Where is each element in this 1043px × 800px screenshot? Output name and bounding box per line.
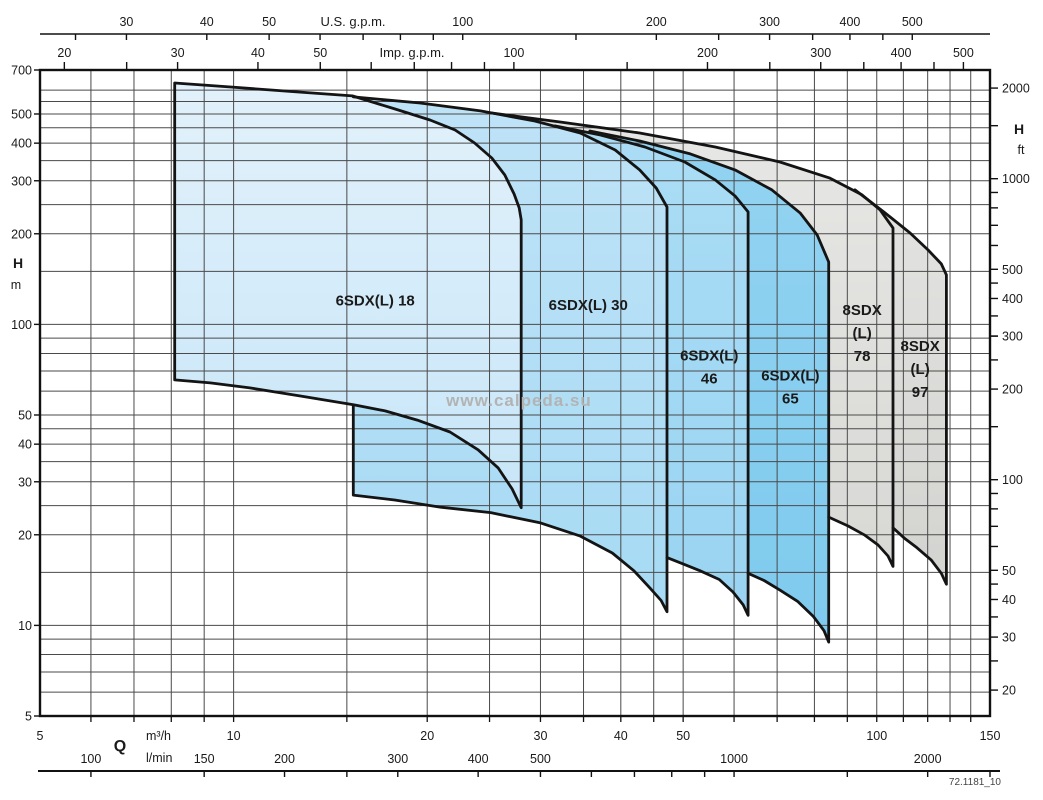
us-gpm-tick-label: 400 — [840, 15, 861, 29]
imp-gpm-tick-label: 100 — [503, 46, 524, 60]
pump-envelope-label-30: 6SDX(L) 30 — [549, 297, 628, 314]
us-gpm-tick-label: 30 — [119, 15, 133, 29]
h-ft-tick-label: 20 — [1002, 684, 1016, 698]
lmin-unit-label: l/min — [146, 751, 172, 765]
lmin-tick-label: 400 — [468, 752, 489, 766]
pump-envelope-label-78: 8SDX — [843, 302, 882, 319]
drawing-code: 72.1181_10 — [948, 777, 1001, 788]
h-ft-unit-label: ft — [1018, 143, 1025, 157]
h-m-tick-label: 40 — [18, 438, 32, 452]
pump-envelope-46-outline — [553, 124, 750, 617]
pump-envelope-label-78: (L) — [853, 325, 872, 342]
h-ft-tick-label: 200 — [1002, 383, 1023, 397]
lmin-tick-label: 200 — [274, 752, 295, 766]
pump-envelope-label-78: 78 — [854, 348, 871, 365]
imp-gpm-tick-label: 200 — [697, 46, 718, 60]
imp-gpm-tick-label: 40 — [251, 46, 265, 60]
h-m-tick-label: 700 — [11, 64, 32, 78]
m3h-tick-label: 50 — [676, 729, 690, 743]
pump-envelope-65-outline — [588, 129, 831, 644]
h-ft-tick-label: 40 — [1002, 593, 1016, 607]
h-ft-tick-label: 300 — [1002, 330, 1023, 344]
pump-envelope-label-97: (L) — [911, 361, 930, 378]
pump-envelope-label-18: 6SDX(L) 18 — [336, 293, 415, 310]
pump-envelope-97-region — [855, 189, 947, 585]
m3h-tick-label: 100 — [866, 729, 887, 743]
m3h-tick-label: 150 — [980, 729, 1001, 743]
h-m-tick-label: 5 — [25, 710, 32, 724]
imp-gpm-axis-title: Imp. g.p.m. — [379, 45, 444, 60]
lmin-tick-label: 300 — [387, 752, 408, 766]
h-m-tick-label: 500 — [11, 107, 32, 121]
pump-envelope-30-outline — [351, 95, 669, 614]
h-ft-axis-title: H — [1014, 121, 1024, 137]
h-m-tick-label: 200 — [11, 227, 32, 241]
pump-envelope-label-46: 6SDX(L) — [680, 347, 738, 364]
us-gpm-tick-label: 300 — [759, 15, 780, 29]
pump-envelope-78-outline — [489, 111, 895, 568]
m3h-tick-label: 40 — [614, 729, 628, 743]
m3h-tick-label: 5 — [37, 729, 44, 743]
us-gpm-tick-label: 40 — [200, 15, 214, 29]
imp-gpm-tick-label: 30 — [171, 46, 185, 60]
pump-envelope-97-outline — [853, 188, 948, 586]
h-m-tick-label: 400 — [11, 137, 32, 151]
lmin-tick-label: 2000 — [914, 752, 942, 766]
us-gpm-tick-label: 100 — [452, 15, 473, 29]
pump-envelope-65-region — [589, 131, 829, 643]
pump-envelope-label-46: 46 — [701, 370, 718, 387]
lmin-tick-label: 100 — [80, 752, 101, 766]
us-gpm-tick-label: 200 — [646, 15, 667, 29]
pump-envelope-label-65: 65 — [782, 391, 799, 408]
m3h-tick-label: 10 — [227, 729, 241, 743]
lmin-tick-label: 1000 — [720, 752, 748, 766]
h-m-tick-label: 300 — [11, 174, 32, 188]
m3h-tick-label: 20 — [420, 729, 434, 743]
pump-envelope-label-97: 97 — [912, 384, 929, 401]
m3h-tick-label: 30 — [534, 729, 548, 743]
h-m-tick-label: 30 — [18, 475, 32, 489]
h-ft-tick-label: 100 — [1002, 473, 1023, 487]
us-gpm-tick-label: 50 — [262, 15, 276, 29]
lmin-tick-label: 500 — [530, 752, 551, 766]
h-m-axis-title: H — [13, 255, 23, 271]
h-ft-tick-label: 500 — [1002, 263, 1023, 277]
imp-gpm-tick-label: 400 — [891, 46, 912, 60]
m3h-unit-label: m³/h — [146, 729, 171, 743]
h-m-tick-label: 20 — [18, 528, 32, 542]
imp-gpm-tick-label: 500 — [953, 46, 974, 60]
pump-envelope-18-region — [174, 83, 522, 508]
plot-border — [38, 68, 992, 718]
us-gpm-axis-title: U.S. g.p.m. — [320, 14, 385, 29]
h-m-tick-label: 100 — [11, 318, 32, 332]
h-ft-tick-label: 50 — [1002, 564, 1016, 578]
imp-gpm-tick-label: 20 — [57, 46, 71, 60]
h-ft-tick-label: 2000 — [1002, 82, 1030, 96]
h-ft-tick-label: 30 — [1002, 631, 1016, 645]
h-ft-tick-label: 400 — [1002, 292, 1023, 306]
h-ft-tick-label: 1000 — [1002, 172, 1030, 186]
pump-envelope-46-region — [555, 125, 749, 616]
h-m-unit-label: m — [11, 278, 21, 292]
pump-envelope-label-97: 8SDX — [901, 338, 940, 355]
us-gpm-tick-label: 500 — [902, 15, 923, 29]
pump-envelope-label-65: 6SDX(L) — [761, 368, 819, 385]
q-axis-title: Q — [114, 738, 126, 755]
h-m-tick-label: 50 — [18, 408, 32, 422]
imp-gpm-tick-label: 50 — [313, 46, 327, 60]
lmin-tick-label: 150 — [194, 752, 215, 766]
pump-envelope-18-outline — [173, 81, 523, 510]
imp-gpm-tick-label: 300 — [810, 46, 831, 60]
h-m-tick-label: 10 — [18, 619, 32, 633]
